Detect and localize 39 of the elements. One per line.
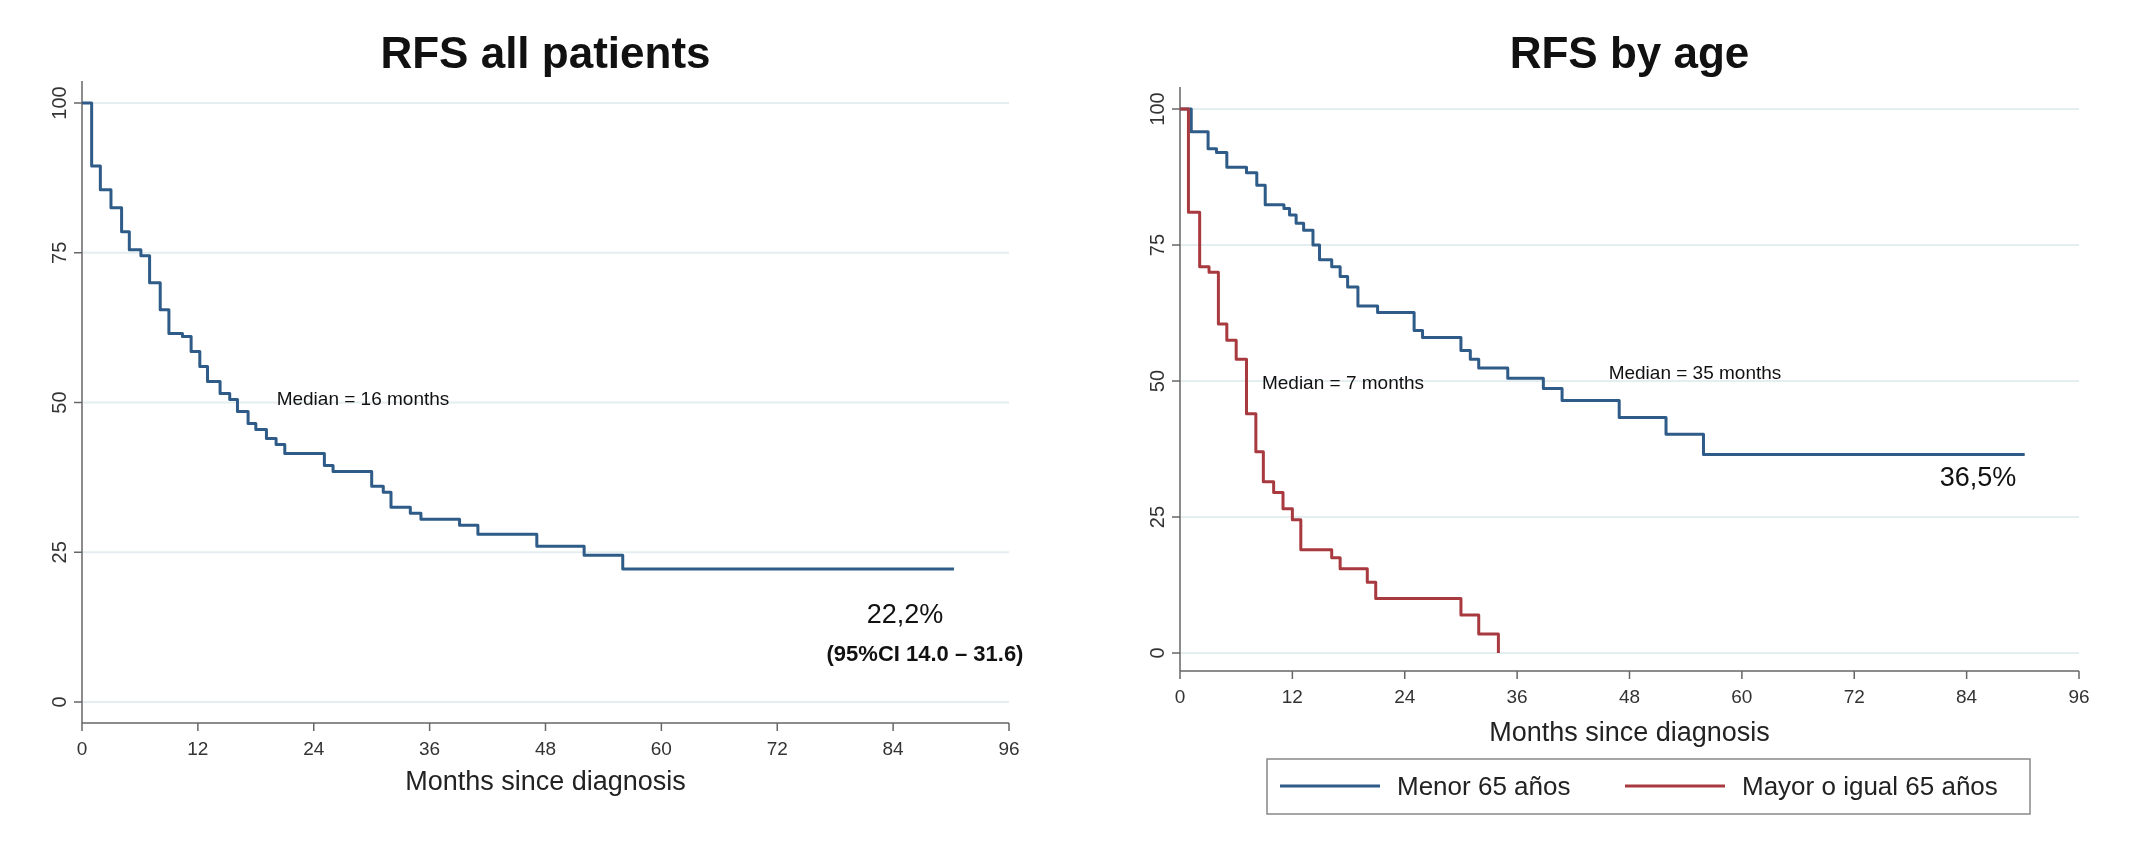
y-tick-label: 75 [1146,233,1168,257]
x-tick-label: 72 [766,738,788,759]
legend-label: Menor 65 años [1397,771,1571,801]
y-tick-label: 25 [48,541,70,564]
y-tick-label: 25 [1146,505,1168,529]
annotation: Median = 35 months [1608,362,1782,384]
x-tick-label: 0 [76,738,88,759]
x-tick-label: 24 [1394,686,1416,707]
x-tick-label: 0 [1174,686,1186,707]
x-tick-label: 96 [2068,686,2090,707]
y-tick-label: 100 [48,86,70,120]
annotation: 36,5% [1939,462,2017,493]
x-tick-label: 48 [1618,686,1641,707]
legend-label: Mayor o igual 65 años [1742,771,1998,801]
x-tick-label: 36 [419,738,441,759]
x-tick-label: 24 [303,738,325,759]
x-tick-label: 96 [998,738,1020,759]
chart-title: RFS all patients [380,28,711,77]
x-tick-label: 84 [1956,686,1978,707]
y-tick-label: 100 [1146,92,1168,126]
annotation: Median = 16 months [276,388,450,410]
x-axis-title: Months since diagnosis [405,766,686,796]
y-tick-label: 0 [1146,647,1168,659]
y-tick-label: 50 [1146,369,1168,393]
x-tick-label: 84 [882,738,905,759]
chart-title: RFS by age [1509,28,1750,77]
y-tick-label: 50 [48,391,70,414]
annotation: Median = 7 months [1261,372,1425,394]
annotation: (95%CI 14.0 – 31.6) [826,640,1024,666]
annotation: 22,2% [866,599,944,630]
x-axis-title: Months since diagnosis [1489,717,1770,747]
x-tick-label: 48 [534,738,557,759]
x-tick-label: 60 [1731,686,1753,707]
x-tick-label: 36 [1506,686,1528,707]
x-tick-label: 60 [650,738,672,759]
x-tick-label: 12 [1281,686,1303,707]
y-tick-label: 75 [48,241,70,264]
x-tick-label: 12 [187,738,209,759]
x-tick-label: 72 [1843,686,1865,707]
